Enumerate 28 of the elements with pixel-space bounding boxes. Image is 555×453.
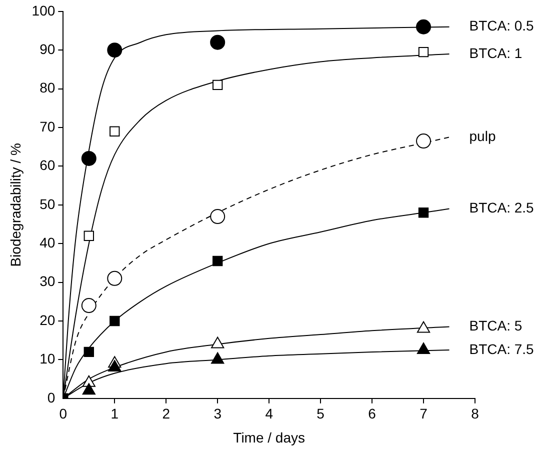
y-axis-title: Biodegradability / %: [7, 143, 24, 267]
x-tick-label: 6: [368, 406, 376, 422]
x-tick-label: 2: [162, 406, 170, 422]
text: BTCA: 5: [469, 318, 522, 334]
y-tick-label: 0: [47, 389, 56, 406]
text: pulp: [469, 128, 496, 144]
text: BTCA: 0.5: [469, 18, 534, 34]
x-tick-label: 0: [59, 406, 68, 422]
x-tick-label: 1: [110, 406, 119, 422]
y-tick-label: 70: [40, 118, 56, 134]
y-tick-label: 80: [40, 80, 56, 96]
x-tick-label: 5: [316, 406, 325, 422]
x-tick-label: 4: [265, 406, 274, 422]
text: BTCA: 1: [469, 44, 522, 61]
y-tick-label: 100: [32, 2, 56, 18]
text: BTCA: 2.5: [469, 200, 534, 216]
text: BTCA: 7.5: [469, 340, 534, 357]
y-tick-label: 50: [40, 196, 56, 212]
y-tick-label: 90: [40, 40, 56, 57]
y-tick-label: 40: [40, 234, 56, 250]
y-tick-label: 30: [40, 273, 56, 290]
y-tick-label: 60: [40, 157, 56, 174]
x-tick-label: 7: [420, 406, 428, 422]
y-tick-label: 10: [40, 350, 56, 367]
x-tick-label: 8: [471, 406, 480, 422]
x-axis-title: Time / days: [233, 429, 305, 446]
y-tick-label: 20: [40, 312, 56, 328]
x-tick-label: 3: [214, 406, 222, 422]
